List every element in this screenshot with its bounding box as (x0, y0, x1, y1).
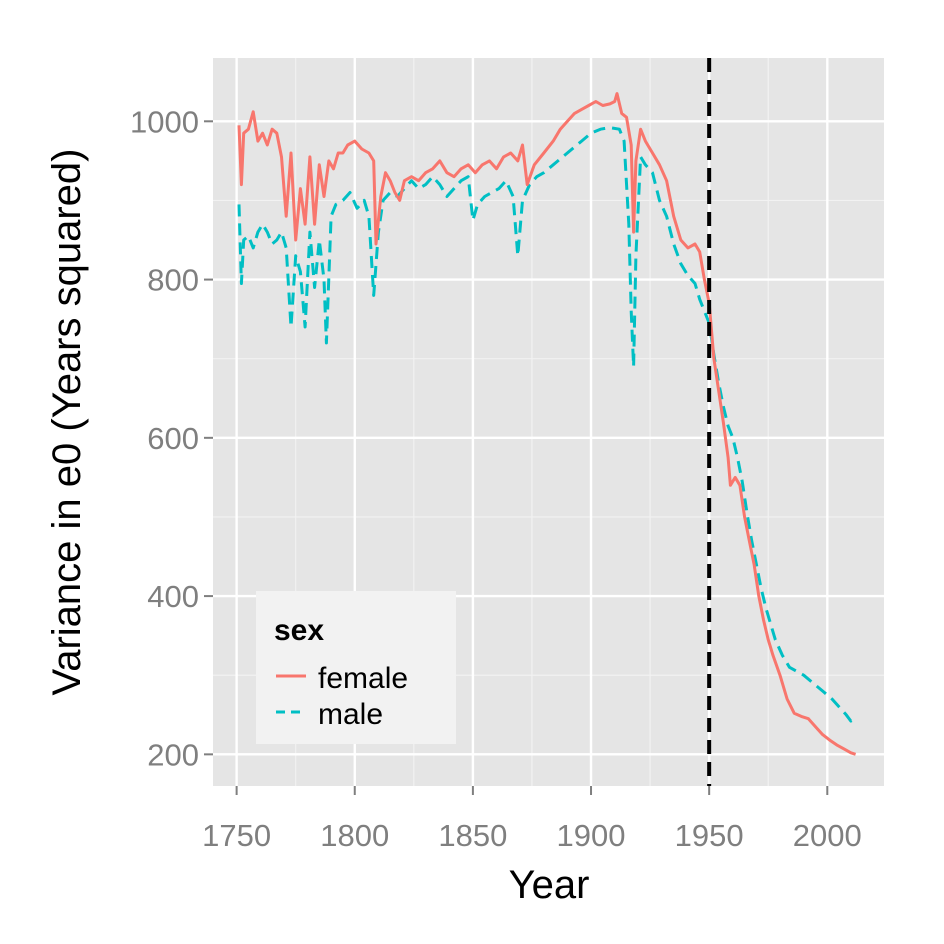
series-line-female (237, 92, 857, 756)
x-tick-label-2000: 2000 (793, 818, 862, 853)
legend-label-female: female (318, 662, 408, 695)
legend-label-male: male (318, 698, 383, 731)
legend-title: sex (274, 614, 324, 647)
x-tick-label-1800: 1800 (320, 818, 389, 853)
series-layer (237, 92, 857, 756)
y-axis-ticks: 200 400 600 800 1000 (130, 104, 213, 772)
minor-gridlines (213, 58, 884, 786)
y-tick-label-1000: 1000 (130, 104, 199, 139)
x-tick-label-1950: 1950 (675, 818, 744, 853)
legend: sex female male (256, 591, 456, 744)
y-axis-title: Variance in e0 (Years squared) (45, 149, 89, 696)
legend-box (256, 591, 456, 744)
x-tick-label-1900: 1900 (557, 818, 626, 853)
series-line-male (237, 126, 857, 723)
x-tick-label-1850: 1850 (438, 818, 507, 853)
y-tick-label-200: 200 (147, 737, 199, 772)
x-axis-ticks: 1750 1800 1850 1900 1950 2000 (202, 786, 862, 853)
x-tick-label-1750: 1750 (202, 818, 271, 853)
y-tick-label-600: 600 (147, 421, 199, 456)
x-axis-title: Year (509, 863, 590, 907)
y-tick-label-800: 800 (147, 263, 199, 298)
y-tick-label-400: 400 (147, 579, 199, 614)
